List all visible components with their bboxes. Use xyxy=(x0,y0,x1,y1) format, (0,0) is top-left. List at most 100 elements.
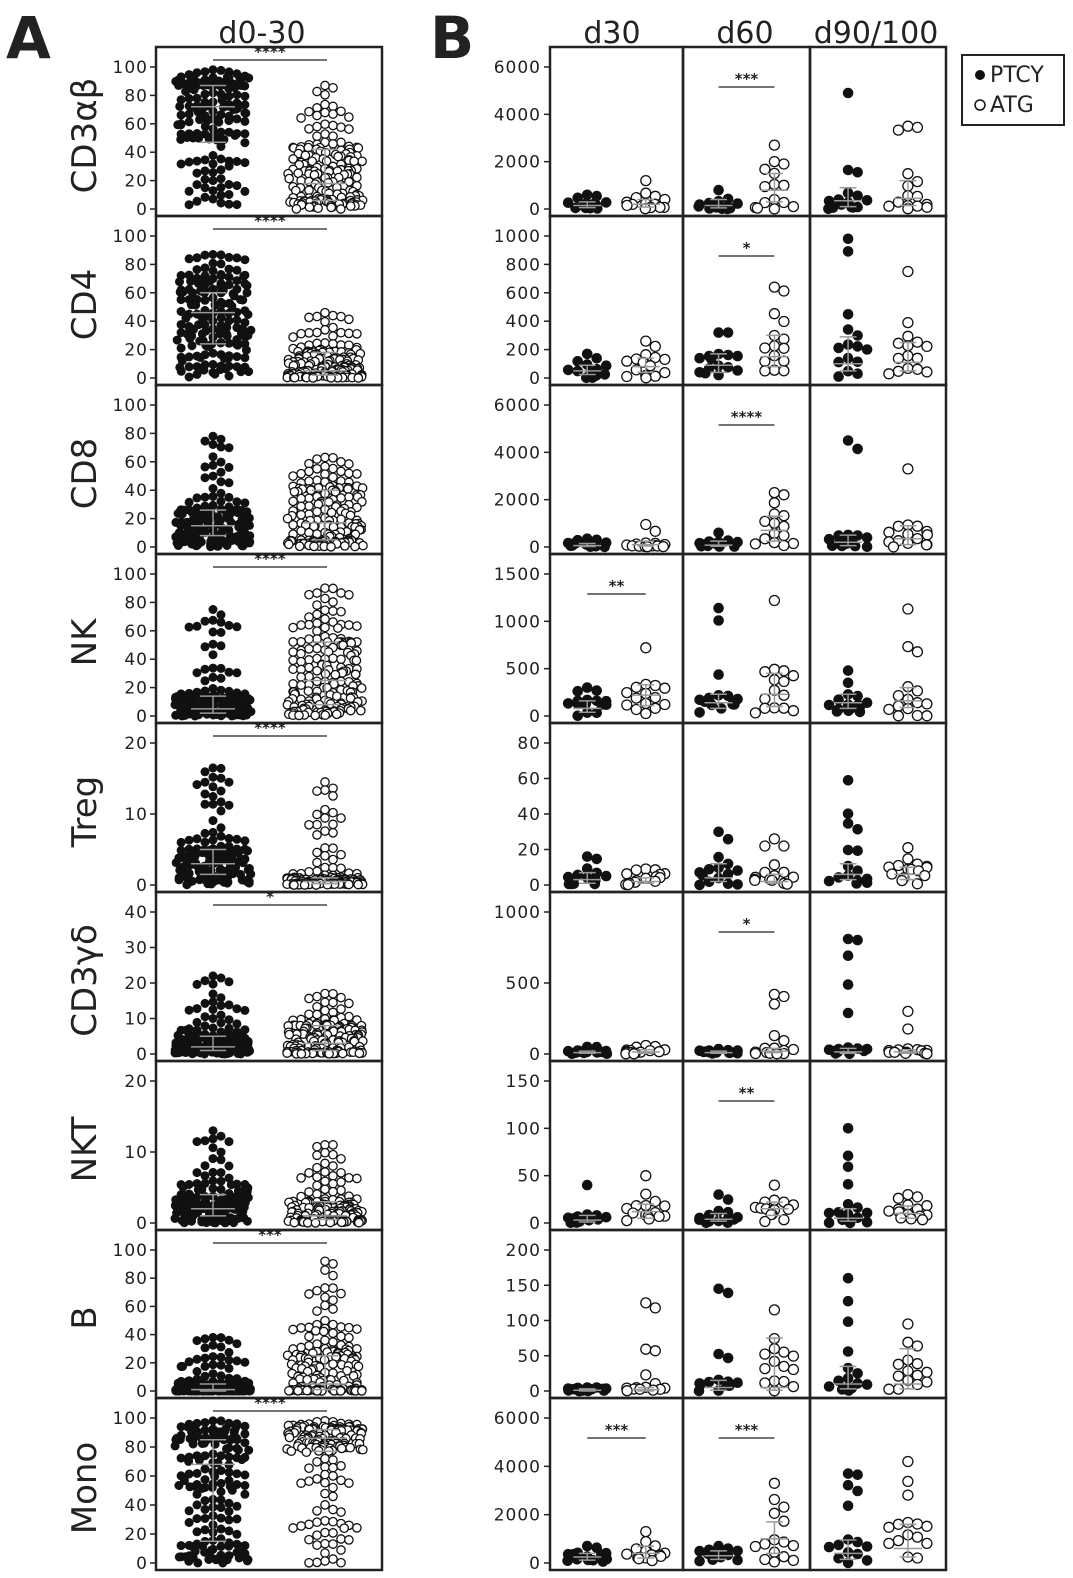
data-point-atg xyxy=(289,497,297,505)
data-point-ptcy xyxy=(225,1516,233,1524)
data-point-ptcy xyxy=(176,288,184,296)
data-point-atg xyxy=(305,1290,313,1298)
data-point-ptcy xyxy=(843,819,853,829)
data-point-ptcy xyxy=(225,200,233,208)
data-point-atg xyxy=(660,1201,670,1211)
data-point-ptcy xyxy=(853,1470,863,1480)
data-point-ptcy xyxy=(201,800,209,808)
data-point-atg xyxy=(313,1475,321,1483)
data-point-atg xyxy=(329,84,337,92)
y-tick-label: 10 xyxy=(124,805,148,825)
data-point-atg xyxy=(321,120,329,128)
data-point-ptcy xyxy=(831,1048,841,1058)
data-point-atg xyxy=(329,1472,337,1480)
y-tick-label: 6000 xyxy=(494,1409,541,1429)
row-label: B xyxy=(65,1306,105,1329)
data-point-atg xyxy=(289,665,297,673)
data-point-ptcy xyxy=(843,1273,853,1283)
data-point-atg xyxy=(769,157,779,167)
data-point-atg xyxy=(760,1378,770,1388)
data-point-atg xyxy=(912,364,922,374)
legend-ptcy-label: PTCY xyxy=(990,63,1044,88)
y-tick-label: 60 xyxy=(124,1467,148,1487)
data-point-ptcy xyxy=(582,349,592,359)
data-point-atg xyxy=(313,821,321,829)
data-point-ptcy xyxy=(209,836,217,844)
legend: PTCY ATG xyxy=(962,55,1064,125)
data-point-ptcy xyxy=(225,253,233,261)
data-point-ptcy xyxy=(219,1559,227,1567)
data-point-ptcy xyxy=(225,1499,233,1507)
data-point-ptcy xyxy=(217,155,225,163)
data-point-atg xyxy=(297,502,305,510)
data-point-atg xyxy=(345,493,353,501)
data-point-atg xyxy=(337,1332,345,1340)
data-point-atg xyxy=(337,864,345,872)
data-point-atg xyxy=(321,1006,329,1014)
data-point-atg xyxy=(922,202,932,212)
data-point-atg xyxy=(329,1151,337,1159)
data-point-ptcy xyxy=(209,259,217,267)
data-point-ptcy xyxy=(233,1020,241,1028)
data-point-atg xyxy=(897,876,907,886)
data-point-atg xyxy=(912,1370,922,1380)
data-point-ptcy xyxy=(201,184,209,192)
data-point-ptcy xyxy=(178,510,186,518)
data-point-atg xyxy=(313,667,321,675)
data-point-atg xyxy=(641,1537,651,1547)
data-point-ptcy xyxy=(853,935,863,945)
data-point-ptcy xyxy=(191,712,199,720)
data-point-atg xyxy=(641,1527,651,1537)
data-point-atg xyxy=(345,1479,353,1487)
data-point-atg xyxy=(660,700,670,710)
significance-label: * xyxy=(743,915,751,933)
data-point-atg xyxy=(658,542,668,552)
data-point-atg xyxy=(337,1178,345,1186)
data-point-ptcy xyxy=(233,181,241,189)
data-point-ptcy xyxy=(233,254,241,262)
data-point-ptcy xyxy=(195,115,203,123)
data-point-ptcy xyxy=(231,131,239,139)
data-point-ptcy xyxy=(862,1217,872,1227)
data-point-ptcy xyxy=(201,778,209,786)
data-point-ptcy xyxy=(172,859,180,867)
y-tick-label: 40 xyxy=(124,143,148,163)
significance-label: * xyxy=(743,239,751,257)
data-point-ptcy xyxy=(217,798,225,806)
data-point-ptcy xyxy=(714,528,724,538)
data-point-atg xyxy=(769,999,779,1009)
data-point-ptcy xyxy=(598,1557,608,1567)
data-point-atg xyxy=(305,329,313,337)
data-point-atg xyxy=(303,1386,311,1394)
data-point-atg xyxy=(650,526,660,536)
data-point-atg xyxy=(788,706,798,716)
data-point-atg xyxy=(313,677,321,685)
data-point-atg xyxy=(313,465,321,473)
data-point-atg xyxy=(305,645,313,653)
data-point-ptcy xyxy=(193,1336,201,1344)
data-point-ptcy xyxy=(186,1483,194,1491)
data-point-atg xyxy=(337,1462,345,1470)
data-point-atg xyxy=(333,710,341,718)
data-point-ptcy xyxy=(244,367,252,375)
data-point-ptcy xyxy=(834,357,844,367)
data-point-atg xyxy=(321,1455,329,1463)
data-point-atg xyxy=(641,1344,651,1354)
data-point-ptcy xyxy=(233,1470,241,1478)
data-point-atg xyxy=(321,1557,329,1565)
data-point-atg xyxy=(922,1049,932,1059)
data-point-ptcy xyxy=(209,1333,217,1341)
data-point-ptcy xyxy=(225,1453,233,1461)
data-point-atg xyxy=(313,619,321,627)
data-point-atg xyxy=(305,591,313,599)
data-point-atg xyxy=(313,1287,321,1295)
data-point-ptcy xyxy=(209,349,217,357)
data-point-ptcy xyxy=(862,542,872,552)
y-tick-label: 6000 xyxy=(494,58,541,78)
data-point-atg xyxy=(760,366,770,376)
data-point-ptcy xyxy=(217,1156,225,1164)
y-tick-label: 80 xyxy=(124,1269,148,1289)
data-point-atg xyxy=(893,338,903,348)
data-point-ptcy xyxy=(201,156,209,164)
data-point-atg xyxy=(329,1172,337,1180)
